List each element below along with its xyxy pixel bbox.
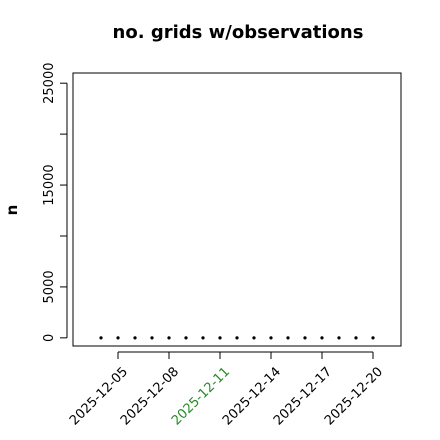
point <box>116 336 120 340</box>
point <box>337 336 341 340</box>
point <box>320 336 324 340</box>
point <box>269 336 273 340</box>
y-tick-label: 0 <box>42 334 57 342</box>
point <box>235 336 239 340</box>
point <box>218 336 222 340</box>
point <box>150 336 154 340</box>
chart-title: no. grids w/observations <box>113 22 364 43</box>
y-tick-label: 15000 <box>42 164 57 205</box>
point <box>201 336 205 340</box>
point <box>354 336 358 340</box>
point <box>371 336 375 340</box>
point <box>184 336 188 340</box>
plot-box <box>72 72 402 347</box>
y-tick-label: 25000 <box>42 63 57 104</box>
point <box>99 336 103 340</box>
point <box>167 336 171 340</box>
point <box>133 336 137 340</box>
point <box>303 336 307 340</box>
point <box>286 336 290 340</box>
y-axis-label: n <box>3 205 21 216</box>
y-tick-label: 5000 <box>42 270 57 303</box>
point <box>252 336 256 340</box>
